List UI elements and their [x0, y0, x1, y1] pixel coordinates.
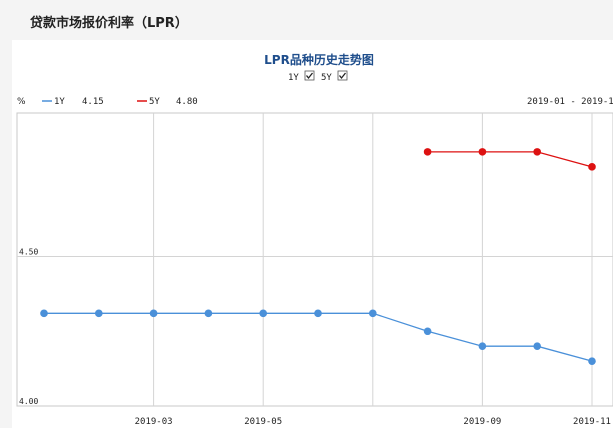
data-point-1y	[95, 309, 103, 318]
data-point-1y	[314, 309, 322, 318]
data-point-5y	[533, 148, 541, 156]
toggle-5y-checkbox[interactable]	[337, 70, 348, 81]
toggle-5y-label: 5Y	[321, 73, 332, 83]
y-unit-label: %	[17, 97, 26, 107]
series-line-5y	[427, 151, 593, 168]
data-point-5y	[588, 163, 596, 171]
x-tick-label: 2019-05	[244, 417, 282, 427]
series-toggles: 1Y 5Y	[288, 70, 348, 83]
data-point-1y	[149, 309, 158, 318]
data-point-1y	[588, 357, 596, 365]
plot-frame	[16, 112, 613, 407]
page-title: 贷款市场报价利率（LPR）	[30, 16, 188, 31]
data-point-1y	[40, 309, 48, 318]
x-tick-label: 2019-11	[573, 417, 611, 427]
series-line-1y	[44, 312, 593, 362]
data-point-1y	[259, 309, 267, 318]
legend-5y-value: 4.80	[176, 97, 198, 107]
chart-title: LPR品种历史走势图	[264, 52, 374, 67]
y-tick-label: 4.00	[19, 397, 38, 406]
y-tick-label: 4.50	[19, 248, 38, 257]
plot-area: 4.50 4.00 2019-03 2019-05 2019-09 2019-11	[16, 112, 613, 427]
x-tick-label: 2019-09	[463, 417, 501, 427]
data-point-1y	[423, 327, 432, 336]
data-point-1y	[369, 309, 377, 318]
data-point-5y	[478, 148, 487, 156]
data-point-1y	[204, 309, 213, 318]
lpr-chart: LPR品种历史走势图 1Y 5Y % 1Y 4.15 5Y 4.80 2019-…	[16, 52, 613, 427]
legend-1y-value: 4.15	[82, 97, 104, 107]
data-point-1y	[533, 342, 541, 351]
legend-5y-name: 5Y	[149, 97, 160, 107]
toggle-1y-label: 1Y	[288, 73, 299, 83]
x-tick-label: 2019-03	[135, 417, 173, 427]
data-point-1y	[478, 342, 487, 351]
data-point-5y	[423, 148, 432, 156]
legend: 1Y 4.15 5Y 4.80	[42, 97, 198, 107]
legend-1y-name: 1Y	[54, 97, 65, 107]
toggle-1y-checkbox[interactable]	[304, 70, 315, 81]
date-range: 2019-01 - 2019-1	[527, 97, 613, 107]
chart-panel: LPR品种历史走势图 1Y 5Y % 1Y 4.15 5Y 4.80 2019-…	[12, 40, 613, 428]
